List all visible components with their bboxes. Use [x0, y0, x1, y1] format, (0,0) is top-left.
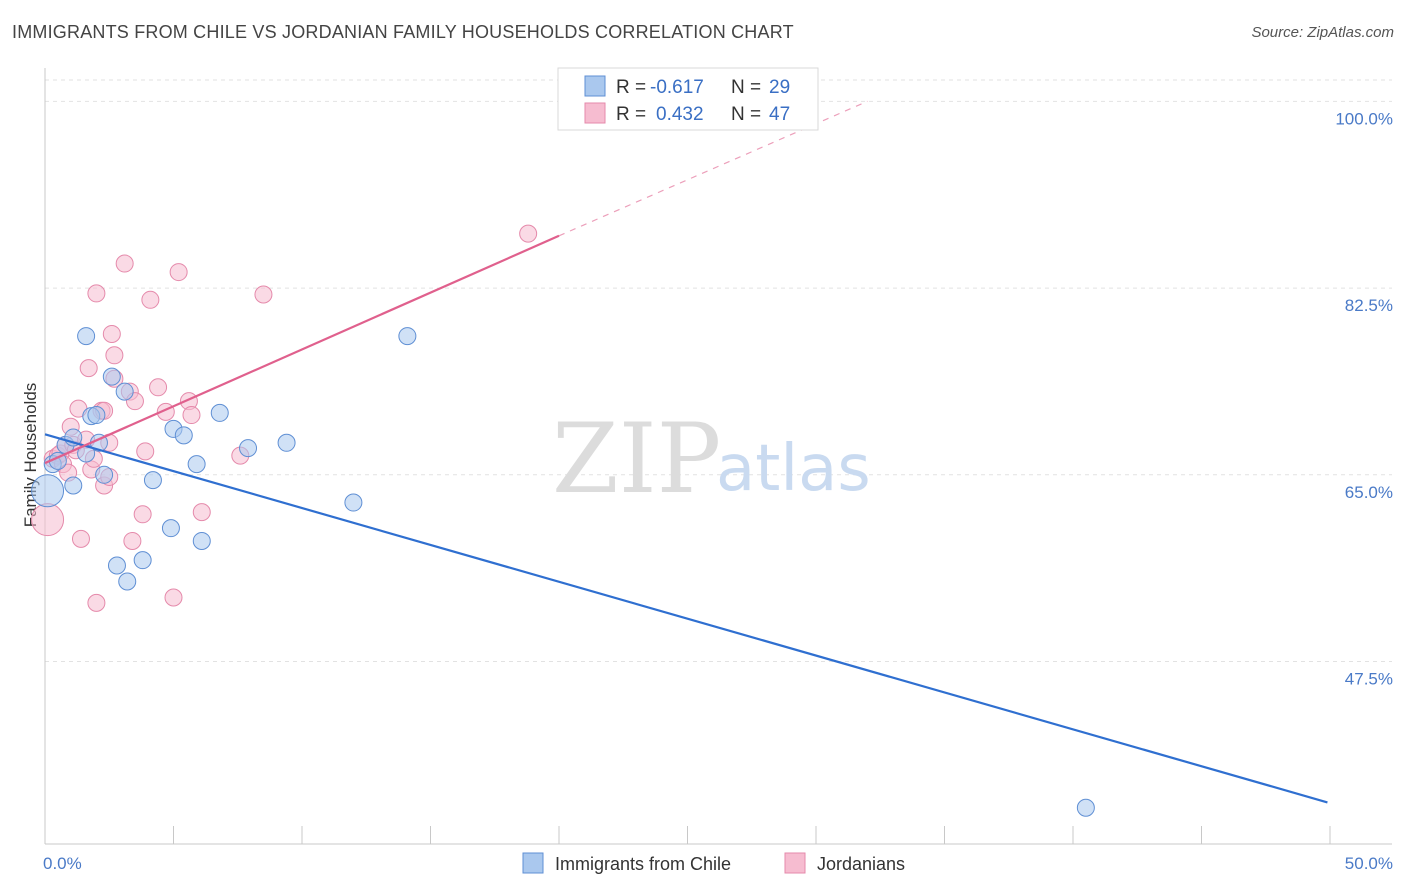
chile-point — [174, 426, 193, 445]
jordanians-point — [105, 346, 124, 365]
x-tick-label-max: 50.0% — [1345, 854, 1393, 873]
jordanians-point — [519, 224, 538, 243]
chile-point — [210, 403, 229, 422]
trend-line-chile — [44, 433, 1328, 804]
chile-point — [161, 519, 180, 538]
chile-point — [239, 439, 258, 458]
legend-swatch-chile — [584, 75, 606, 97]
jordanians-point — [254, 285, 273, 304]
chile-point — [344, 493, 363, 512]
chile-point — [102, 367, 121, 386]
jordanians-point — [123, 531, 142, 550]
chile-point — [192, 531, 211, 550]
chile-point — [64, 476, 83, 495]
y-axis-label: Family Households — [21, 383, 40, 528]
chile-point — [398, 327, 417, 346]
series-chile-points — [31, 327, 1095, 817]
bottom-legend: Immigrants from Chile Jordanians — [522, 852, 905, 874]
jordanians-point — [149, 378, 168, 397]
y-tick-label: 65.0% — [1345, 483, 1393, 502]
chile-point — [277, 433, 296, 452]
x-tick-labels: 0.0% 50.0% — [43, 854, 1393, 873]
chile-point — [118, 572, 137, 591]
watermark-zip: ZIP — [552, 403, 721, 515]
chile-point — [87, 406, 106, 425]
legend-r-value-chile: -0.617 — [650, 77, 704, 98]
gridlines — [45, 79, 1392, 663]
jordanians-point — [102, 324, 121, 343]
bottom-legend-label-jordanians: Jordanians — [817, 854, 905, 874]
jordanians-point — [79, 359, 98, 378]
watermark-atlas: atlas — [716, 432, 871, 506]
legend-n-value-chile: 29 — [769, 77, 790, 98]
chile-point — [31, 474, 65, 508]
chile-point — [107, 556, 126, 575]
jordanians-point — [71, 529, 90, 548]
chile-point — [77, 327, 96, 346]
legend-r-label-chile: R = — [616, 77, 646, 98]
chile-point — [187, 455, 206, 474]
legend-box: R = -0.617 N = 29 R = 0.432 N = 47 — [557, 67, 819, 131]
jordanians-point — [169, 263, 188, 282]
watermark: ZIP atlas — [552, 403, 871, 515]
x-tick-label-min: 0.0% — [43, 854, 82, 873]
bottom-legend-swatch-jordanians — [784, 852, 806, 874]
legend-r-label-jordanians: R = — [616, 104, 646, 125]
jordanians-point — [31, 503, 65, 537]
legend-swatch-jordanians — [584, 102, 606, 124]
jordanians-point — [136, 442, 155, 461]
legend-n-label-chile: N = — [731, 77, 761, 98]
legend-r-value-jordanians: 0.432 — [656, 104, 704, 125]
chile-point — [115, 382, 134, 401]
jordanians-point — [192, 503, 211, 522]
chile-point — [95, 465, 114, 484]
y-tick-label: 47.5% — [1345, 670, 1393, 689]
chile-point — [143, 471, 162, 490]
jordanians-point — [133, 505, 152, 524]
legend-n-value-jordanians: 47 — [769, 104, 790, 125]
y-tick-label: 100.0% — [1335, 109, 1393, 128]
jordanians-point — [115, 254, 134, 273]
y-tick-labels: 47.5% 65.0% 82.5% 100.0% — [1335, 109, 1393, 688]
chile-point — [133, 551, 152, 570]
trend-line-jordanians — [44, 234, 560, 465]
jordanians-point — [164, 588, 183, 607]
jordanians-point — [182, 406, 201, 425]
jordanians-point — [87, 593, 106, 612]
legend-n-label-jordanians: N = — [731, 104, 761, 125]
jordanians-point — [141, 290, 160, 309]
chart-title: IMMIGRANTS FROM CHILE VS JORDANIAN FAMIL… — [12, 22, 794, 42]
bottom-legend-label-chile: Immigrants from Chile — [555, 854, 731, 874]
source-label: Source: ZipAtlas.com — [1251, 24, 1394, 41]
chile-point — [1076, 798, 1095, 817]
y-tick-label: 82.5% — [1345, 296, 1393, 315]
bottom-legend-swatch-chile — [522, 852, 544, 874]
jordanians-point — [87, 284, 106, 303]
